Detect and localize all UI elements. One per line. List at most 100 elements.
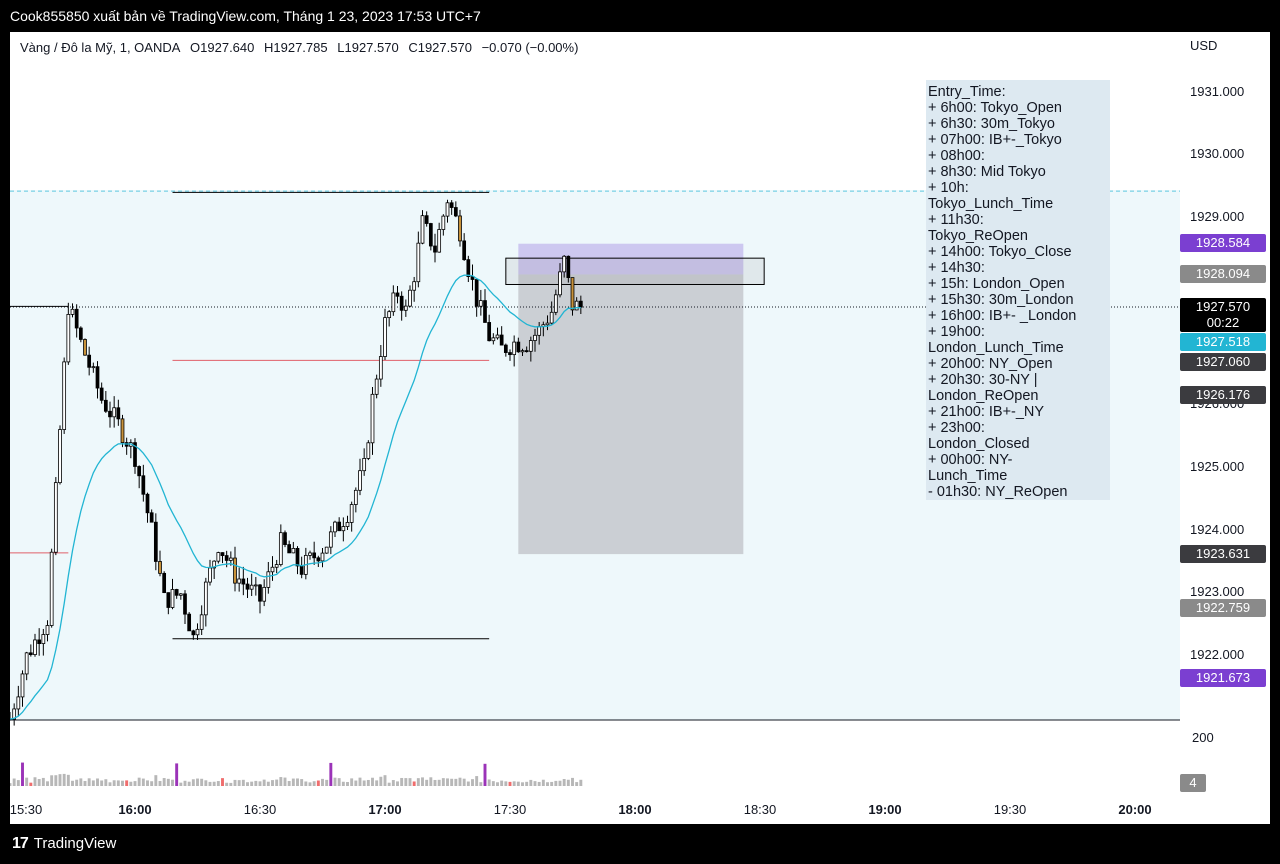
candle[interactable] [353,489,358,505]
price-label[interactable]: 1921.673 [1180,669,1266,687]
candle[interactable] [295,548,300,567]
candle[interactable] [149,512,154,523]
candle[interactable] [378,356,383,380]
candle[interactable] [462,240,467,261]
candle[interactable] [103,399,108,412]
candle[interactable] [299,565,304,575]
candle[interactable] [470,276,475,280]
candle[interactable] [174,589,179,596]
candle[interactable] [158,561,162,574]
candle[interactable] [537,326,542,336]
candle[interactable] [66,314,71,363]
candle[interactable] [391,292,396,313]
candle[interactable] [474,279,479,307]
candle[interactable] [437,229,442,253]
candle[interactable] [312,552,317,559]
candle[interactable] [137,466,142,477]
candle[interactable] [549,311,554,324]
entry-time-note[interactable]: Entry_Time: + 6h00: Tokyo_Open + 6h30: 30m… [926,80,1110,500]
candle[interactable] [399,295,404,311]
candle[interactable] [433,245,437,253]
candle[interactable] [183,593,187,615]
candle[interactable] [145,493,150,514]
candle[interactable] [533,334,537,341]
candle[interactable] [70,308,75,315]
candle[interactable] [191,630,196,636]
candle[interactable] [162,572,167,594]
candle[interactable] [545,322,550,326]
candle[interactable] [562,255,567,273]
candle[interactable] [508,352,512,356]
legend-symbol[interactable]: Vàng / Đô la Mỹ, 1, OANDA [20,40,181,55]
price-label[interactable]: 1926.176 [1180,386,1266,404]
candle[interactable] [324,546,329,554]
candle[interactable] [528,340,533,352]
candle[interactable] [445,202,450,217]
candle[interactable] [258,584,262,602]
candle[interactable] [58,429,62,484]
candle[interactable] [99,387,104,401]
price-label[interactable]: 1923.631 [1180,545,1266,563]
candle[interactable] [83,339,87,356]
candle[interactable] [478,300,483,307]
candle[interactable] [112,407,117,418]
candle[interactable] [141,475,146,495]
price-label[interactable]: 1927.060 [1180,353,1266,371]
candle[interactable] [320,552,325,562]
candle[interactable] [553,294,558,313]
candle[interactable] [116,407,121,420]
candle[interactable] [228,557,233,561]
candle[interactable] [87,354,92,368]
candle[interactable] [328,531,333,548]
candle[interactable] [520,350,525,353]
candle[interactable] [287,544,292,554]
candle[interactable] [337,521,342,532]
candle[interactable] [491,337,496,342]
candle[interactable] [362,458,367,472]
candle[interactable] [345,522,350,527]
price-label[interactable]: 1922.759 [1180,599,1266,617]
candle[interactable] [166,592,171,608]
candle[interactable] [499,334,504,346]
candle[interactable] [441,215,446,230]
candle[interactable] [408,289,412,307]
price-label[interactable]: 1927.518 [1180,333,1266,351]
candle[interactable] [78,327,83,340]
candle[interactable] [37,639,42,645]
candle[interactable] [253,584,258,587]
candle[interactable] [108,410,112,418]
candle[interactable] [416,242,421,283]
candle[interactable] [220,552,225,556]
candle[interactable] [216,552,221,562]
drawn-rectangle[interactable] [505,257,765,285]
candle[interactable] [516,341,521,353]
candle[interactable] [33,639,37,655]
candle[interactable] [249,584,254,590]
candle[interactable] [16,696,21,710]
candle[interactable] [195,628,200,636]
candle[interactable] [233,557,237,584]
candle[interactable] [487,322,492,342]
candle[interactable] [133,442,137,467]
candle[interactable] [374,378,379,395]
candle[interactable] [420,215,425,244]
candle[interactable] [495,334,500,339]
footer-brand[interactable]: TradingView [33,835,117,852]
candle[interactable] [224,555,229,561]
candle[interactable] [512,341,517,356]
candle[interactable] [349,504,354,523]
candle[interactable] [366,442,371,459]
candle[interactable] [91,366,96,369]
candle[interactable] [62,361,67,430]
candle[interactable] [95,366,100,389]
candle[interactable] [453,207,458,217]
candle[interactable] [503,344,508,353]
candle[interactable] [449,202,454,208]
candle[interactable] [199,614,204,630]
candle[interactable] [412,281,417,291]
candle[interactable] [341,526,346,532]
candle[interactable] [178,593,183,596]
price-label[interactable]: 1928.584 [1180,234,1266,252]
candle[interactable] [570,277,575,311]
candle[interactable] [483,300,487,323]
